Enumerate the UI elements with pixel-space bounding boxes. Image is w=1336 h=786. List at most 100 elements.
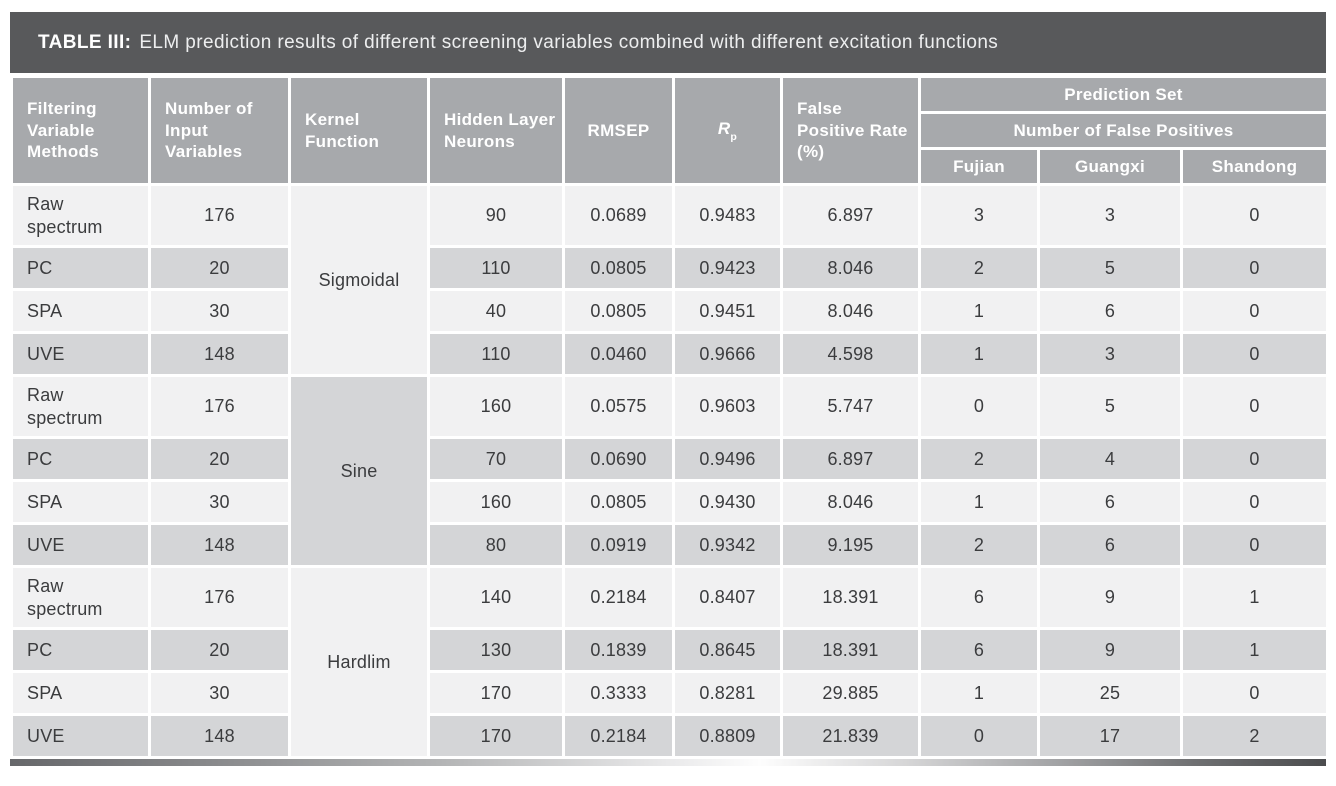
cell-rmsep: 0.0805: [562, 245, 675, 291]
header-row-subgroup: Number of False Positives: [12, 111, 1330, 150]
table-row: SPA 30 40 0.0805 0.9451 8.046 1 6 0: [10, 288, 1330, 334]
group-header-prediction-set: Prediction Set: [917, 75, 1330, 114]
cell-input-variables: 148: [148, 331, 291, 377]
cell-kernel-function: Sine: [288, 374, 430, 568]
cell-kernel-function: Sigmoidal: [288, 183, 430, 377]
table-row: PC 20 130 0.1839 0.8645 18.391 6 9 1: [10, 627, 1330, 673]
cell-shandong-false-positives: 0: [1179, 670, 1330, 716]
cell-shandong-false-positives: 0: [1179, 436, 1330, 482]
cell-false-positive-rate: 29.885: [780, 670, 921, 716]
cell-hidden-layer-neurons: 80: [427, 522, 565, 568]
cell-guangxi-false-positives: 6: [1037, 288, 1183, 334]
rp-subscript: p: [730, 131, 738, 144]
cell-filtering-method: PC: [10, 627, 151, 673]
bottom-gradient-bar: [10, 759, 1326, 766]
cell-filtering-method: SPA: [10, 479, 151, 525]
cell-filtering-method: PC: [10, 436, 151, 482]
rp-symbol: R: [717, 119, 731, 139]
table-header: Filtering Variable Methods Number of Inp…: [10, 75, 1330, 186]
cell-false-positive-rate: 4.598: [780, 331, 921, 377]
cell-guangxi-false-positives: 5: [1037, 245, 1183, 291]
cell-filtering-method: SPA: [10, 670, 151, 716]
cell-fujian-false-positives: 6: [918, 565, 1040, 630]
col-header-rmsep: RMSEP: [562, 75, 675, 186]
cell-fujian-false-positives: 0: [918, 374, 1040, 439]
cell-shandong-false-positives: 0: [1179, 522, 1330, 568]
cell-fujian-false-positives: 6: [918, 627, 1040, 673]
cell-filtering-method: Raw spectrum: [10, 374, 151, 439]
cell-false-positive-rate: 18.391: [780, 627, 921, 673]
cell-shandong-false-positives: 0: [1179, 479, 1330, 525]
cell-input-variables: 30: [148, 288, 291, 334]
table-row: UVE 148 170 0.2184 0.8809 21.839 0 17 2: [10, 713, 1330, 759]
cell-input-variables: 148: [148, 713, 291, 759]
table-body: Raw spectrum 176 Sigmoidal 90 0.0689 0.9483 6.…: [10, 183, 1330, 759]
cell-rmsep: 0.0690: [562, 436, 675, 482]
cell-filtering-method: UVE: [10, 331, 151, 377]
cell-guangxi-false-positives: 5: [1037, 374, 1183, 439]
table-row: SPA 30 170 0.3333 0.8281 29.885 1 25 0: [10, 670, 1330, 716]
cell-guangxi-false-positives: 4: [1037, 436, 1183, 482]
cell-rmsep: 0.2184: [562, 713, 675, 759]
cell-rmsep: 0.0919: [562, 522, 675, 568]
cell-filtering-method: PC: [10, 245, 151, 291]
cell-false-positive-rate: 5.747: [780, 374, 921, 439]
cell-fujian-false-positives: 3: [918, 183, 1040, 248]
cell-shandong-false-positives: 1: [1179, 627, 1330, 673]
cell-rp: 0.8407: [672, 565, 783, 630]
cell-hidden-layer-neurons: 140: [427, 565, 565, 630]
col-header-filtering-variable-methods: Filtering Variable Methods: [10, 75, 151, 186]
col-header-false-positive-rate: False Positive Rate (%): [780, 75, 921, 186]
table-row: Raw spectrum 176 Sigmoidal 90 0.0689 0.9483 6.…: [10, 183, 1330, 377]
cell-rp: 0.8645: [672, 627, 783, 673]
cell-fujian-false-positives: 1: [918, 331, 1040, 377]
cell-hidden-layer-neurons: 110: [427, 245, 565, 291]
cell-guangxi-false-positives: 9: [1037, 565, 1183, 630]
col-header-kernel-function: Kernel Function: [288, 75, 430, 186]
results-table: Filtering Variable Methods Number of Inp…: [10, 75, 1330, 759]
cell-rp: 0.9603: [672, 374, 783, 439]
cell-rp: 0.9423: [672, 245, 783, 291]
col-header-number-of-input-variables: Number of Input Variables: [148, 75, 291, 186]
cell-rp: 0.9451: [672, 288, 783, 334]
cell-rp: 0.9483: [672, 183, 783, 248]
cell-filtering-method: Raw spectrum: [10, 183, 151, 248]
cell-rmsep: 0.1839: [562, 627, 675, 673]
col-header-shandong: Shandong: [1179, 147, 1330, 186]
cell-input-variables: 20: [148, 436, 291, 482]
cell-fujian-false-positives: 2: [918, 245, 1040, 291]
table-row: UVE 148 110 0.0460 0.9666 4.598 1 3 0: [10, 331, 1330, 377]
cell-rmsep: 0.0460: [562, 331, 675, 377]
cell-false-positive-rate: 6.897: [780, 436, 921, 482]
cell-fujian-false-positives: 1: [918, 288, 1040, 334]
table-row: SPA 30 160 0.0805 0.9430 8.046 1 6 0: [10, 479, 1330, 525]
table-card: TABLE III: ELM prediction results of dif…: [10, 12, 1330, 766]
cell-hidden-layer-neurons: 160: [427, 374, 565, 439]
cell-shandong-false-positives: 0: [1179, 183, 1330, 248]
cell-hidden-layer-neurons: 110: [427, 331, 565, 377]
cell-rmsep: 0.2184: [562, 565, 675, 630]
cell-hidden-layer-neurons: 170: [427, 713, 565, 759]
cell-false-positive-rate: 9.195: [780, 522, 921, 568]
cell-hidden-layer-neurons: 70: [427, 436, 565, 482]
cell-guangxi-false-positives: 9: [1037, 627, 1183, 673]
cell-guangxi-false-positives: 6: [1037, 522, 1183, 568]
table-row: PC 20 70 0.0690 0.9496 6.897 2 4 0: [10, 436, 1330, 482]
table-title-text: ELM prediction results of different scre…: [139, 31, 999, 53]
cell-rp: 0.9342: [672, 522, 783, 568]
cell-rp: 0.9430: [672, 479, 783, 525]
cell-rmsep: 0.0805: [562, 479, 675, 525]
cell-filtering-method: Raw spectrum: [10, 565, 151, 630]
cell-rmsep: 0.0805: [562, 288, 675, 334]
table-row: UVE 148 80 0.0919 0.9342 9.195 2 6 0: [10, 522, 1330, 568]
cell-rp: 0.8809: [672, 713, 783, 759]
cell-false-positive-rate: 8.046: [780, 479, 921, 525]
cell-kernel-function: Hardlim: [288, 565, 430, 759]
col-header-fujian: Fujian: [918, 147, 1040, 186]
cell-rp: 0.9496: [672, 436, 783, 482]
cell-shandong-false-positives: 1: [1179, 565, 1330, 630]
cell-hidden-layer-neurons: 170: [427, 670, 565, 716]
cell-hidden-layer-neurons: 130: [427, 627, 565, 673]
cell-filtering-method: SPA: [10, 288, 151, 334]
